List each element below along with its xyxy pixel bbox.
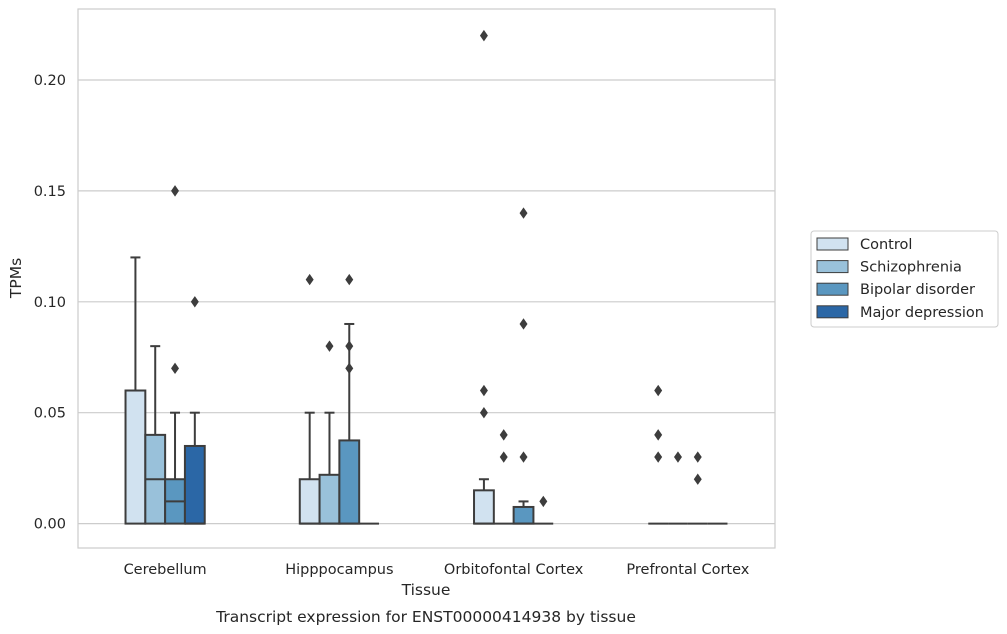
outlier-point	[325, 340, 334, 352]
plot-area	[78, 9, 775, 548]
box	[473, 29, 495, 525]
legend-item: Control	[816, 237, 912, 253]
legend-swatch	[816, 282, 849, 296]
x-tick-label: Prefrontal Cortex	[626, 562, 749, 578]
outlier-point	[654, 429, 663, 441]
legend: Control Schizophrenia Bipolar disorder Majo…	[810, 230, 999, 328]
outlier-point	[305, 273, 314, 286]
outlier-point	[345, 362, 354, 375]
box-body	[183, 444, 206, 525]
legend-item: Schizophrenia	[816, 260, 962, 276]
box	[512, 207, 535, 525]
outlier-point	[479, 384, 488, 397]
legend-label: Bipolar disorder	[860, 282, 975, 298]
box-body	[338, 439, 361, 525]
box-body	[512, 505, 535, 525]
y-axis-title: TPMs	[7, 258, 25, 299]
outlier-point	[479, 29, 488, 42]
series-schizophrenia	[144, 340, 688, 525]
box-body	[473, 489, 495, 525]
box	[144, 345, 167, 525]
legend-frame	[810, 230, 999, 328]
outlier-point	[519, 318, 528, 330]
y-axis: 0.00 0.05 0.10 0.15 0.20	[34, 73, 66, 533]
y-tick-label: 0.20	[34, 73, 66, 89]
series-major-depression	[183, 296, 728, 525]
box	[668, 451, 688, 525]
legend-item: Bipolar disorder	[816, 282, 975, 298]
outlier-point	[519, 451, 528, 463]
outlier-point	[693, 451, 702, 463]
legend-item: Major depression	[816, 305, 984, 321]
box	[183, 296, 206, 525]
outlier-point	[499, 451, 508, 463]
x-tick-label: Hipppocampus	[285, 562, 393, 578]
y-tick-label: 0.00	[34, 517, 66, 533]
box-body	[298, 478, 321, 525]
y-tick-label: 0.10	[34, 295, 66, 311]
outlier-point	[190, 296, 199, 308]
outlier-point	[519, 207, 528, 219]
legend-swatch	[816, 237, 849, 251]
x-axis-title: Tissue	[401, 581, 451, 599]
box	[338, 273, 361, 525]
box-body	[318, 473, 341, 525]
x-axis: Cerebellum Hipppocampus Orbitofontal Corte…	[124, 562, 750, 578]
x-tick-label: Cerebellum	[124, 562, 207, 578]
legend-label: Major depression	[860, 305, 984, 321]
outlier-point	[539, 495, 548, 508]
outlier-point	[345, 340, 354, 352]
box	[533, 495, 554, 525]
legend-label: Control	[860, 237, 912, 253]
outlier-point	[654, 384, 663, 397]
y-tick-label: 0.05	[34, 406, 66, 422]
outlier-point	[479, 406, 488, 419]
plot-frame	[77, 8, 776, 549]
box	[298, 273, 321, 525]
series-control	[124, 29, 669, 525]
y-tick-label: 0.15	[34, 184, 66, 200]
outlier-point	[654, 451, 663, 463]
outlier-point	[171, 185, 180, 197]
outlier-point	[345, 273, 354, 286]
outlier-point	[499, 429, 508, 441]
legend-label: Schizophrenia	[860, 260, 962, 276]
x-tick-label: Orbitofontal Cortex	[444, 562, 584, 578]
outlier-point	[673, 451, 682, 463]
outlier-point	[693, 473, 702, 485]
box-body	[124, 389, 147, 525]
box-series	[124, 29, 728, 525]
box	[318, 340, 341, 525]
legend-swatch	[816, 305, 849, 319]
legend-swatch	[816, 260, 849, 274]
box	[124, 256, 147, 525]
chart-caption: Transcript expression for ENST0000041493…	[215, 608, 636, 626]
box	[493, 429, 514, 525]
box	[648, 384, 669, 525]
box	[687, 451, 708, 525]
outlier-point	[171, 362, 180, 375]
